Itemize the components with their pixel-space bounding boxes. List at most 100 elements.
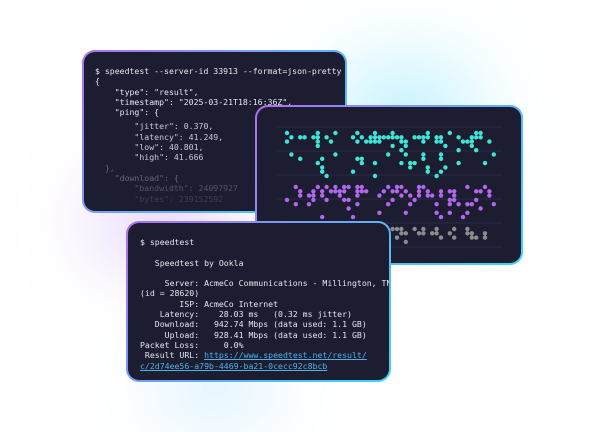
undefined-dot: [447, 197, 452, 203]
undefined-dot: [421, 184, 426, 190]
undefined-dot: [434, 231, 439, 236]
undefined-dot: [386, 202, 391, 207]
undefined-dot: [447, 210, 452, 215]
undefined-dot: [346, 206, 351, 211]
undefined-dot: [456, 148, 461, 153]
undefined-dot: [399, 231, 404, 236]
undefined-dot: [372, 130, 378, 136]
undefined-dot: [403, 139, 408, 144]
undefined-dot: [377, 193, 382, 198]
undefined-dot: [465, 139, 470, 144]
undefined-dot: [381, 189, 386, 194]
undefined-dot: [474, 148, 479, 153]
undefined-dot: [315, 135, 320, 140]
undefined-dot: [399, 184, 404, 190]
undefined-dot: [474, 197, 479, 203]
undefined-dot: [333, 189, 338, 194]
undefined-dot: [390, 130, 395, 136]
download: Download: 942.74 Mbps (data used: 1.1 GB…: [140, 319, 367, 330]
undefined-dot: [399, 135, 404, 140]
undefined-dot: [386, 135, 391, 140]
undefined-dot: [315, 139, 320, 144]
json-line: "ping": {: [95, 107, 160, 118]
undefined-dot: [311, 197, 316, 203]
undefined-dot: [399, 148, 404, 153]
undefined-dot: [447, 130, 452, 136]
undefined-dot: [469, 139, 474, 144]
json-terminal-window: $ speedtest --server-id 33913 --format=j…: [82, 50, 347, 213]
undefined-dot: [421, 231, 426, 236]
undefined-dot: [452, 197, 457, 203]
undefined-dot: [438, 152, 444, 157]
undefined-dot: [438, 189, 444, 194]
undefined-dot: [372, 135, 378, 140]
undefined-dot: [333, 184, 338, 190]
undefined-dot: [403, 231, 408, 236]
undefined-dot: [430, 231, 435, 236]
json-line: "jitter": 0.370,: [95, 121, 214, 132]
isp: ISP: AcmeCo Internet: [140, 298, 279, 309]
result-url-link[interactable]: https://www.speedtest.net/result/: [204, 350, 367, 361]
undefined-dot: [342, 184, 347, 190]
undefined-dot: [359, 135, 364, 140]
undefined-dot: [469, 235, 474, 240]
undefined-dot: [394, 226, 400, 232]
undefined-dot: [438, 169, 444, 174]
undefined-dot: [434, 139, 439, 144]
undefined-dot: [355, 139, 360, 144]
undefined-dot: [443, 165, 448, 170]
undefined-dot: [425, 135, 430, 140]
undefined-dot: [416, 135, 422, 140]
undefined-dot: [421, 156, 426, 161]
undefined-dot: [408, 165, 413, 170]
undefined-dot: [320, 169, 325, 174]
json-line: {: [95, 76, 100, 87]
undefined-dot: [324, 135, 329, 140]
undefined-dot: [482, 160, 488, 166]
undefined-dot: [456, 160, 461, 166]
undefined-dot: [355, 130, 360, 136]
undefined-dot: [434, 210, 439, 215]
json-line: $ speedtest --server-id 33913 --format=j…: [95, 66, 342, 76]
undefined-dot: [359, 156, 364, 161]
undefined-dot: [381, 135, 386, 140]
undefined-dot: [491, 202, 496, 207]
undefined-dot: [434, 173, 439, 179]
undefined-dot: [456, 135, 461, 140]
undefined-dot: [306, 193, 312, 198]
result-label: Result URL:: [140, 350, 205, 361]
undefined-dot: [342, 197, 347, 203]
undefined-dot: [421, 139, 426, 144]
undefined-dot: [465, 210, 470, 215]
undefined-dot: [298, 189, 303, 194]
undefined-dot: [320, 214, 325, 220]
undefined-dot: [399, 139, 404, 144]
json-line: "high": 41.666: [95, 152, 204, 163]
undefined-dot: [311, 189, 316, 194]
undefined-dot: [298, 156, 303, 161]
undefined-dot: [342, 189, 347, 194]
undefined-dot: [355, 184, 360, 190]
undefined-dot: [438, 193, 444, 198]
undefined-dot: [403, 152, 408, 157]
undefined-dot: [390, 135, 395, 140]
command: $ speedtest: [140, 237, 195, 247]
undefined-dot: [403, 189, 408, 194]
undefined-dot: [324, 197, 329, 203]
undefined-dot: [399, 193, 404, 198]
undefined-dot: [452, 189, 457, 194]
latency: Latency: 28.03 ms (0.32 ms jitter): [140, 309, 352, 320]
undefined-dot: [293, 202, 298, 207]
undefined-dot: [390, 197, 395, 203]
undefined-dot: [425, 165, 430, 170]
undefined-dot: [324, 173, 329, 179]
undefined-dot: [443, 143, 448, 149]
undefined-dot: [474, 135, 479, 140]
packet-loss: Packet Loss: 0.0%: [140, 339, 244, 350]
undefined-dot: [474, 235, 479, 240]
result-url-link-2[interactable]: c/2d74ee56-a79b-4469-ba21-0cecc92c8bcb: [140, 360, 328, 371]
upload: Upload: 928.41 Mbps (data used: 1.1 GB): [140, 329, 367, 340]
undefined-dot: [412, 135, 417, 140]
undefined-dot: [289, 135, 294, 140]
undefined-dot: [298, 135, 303, 140]
